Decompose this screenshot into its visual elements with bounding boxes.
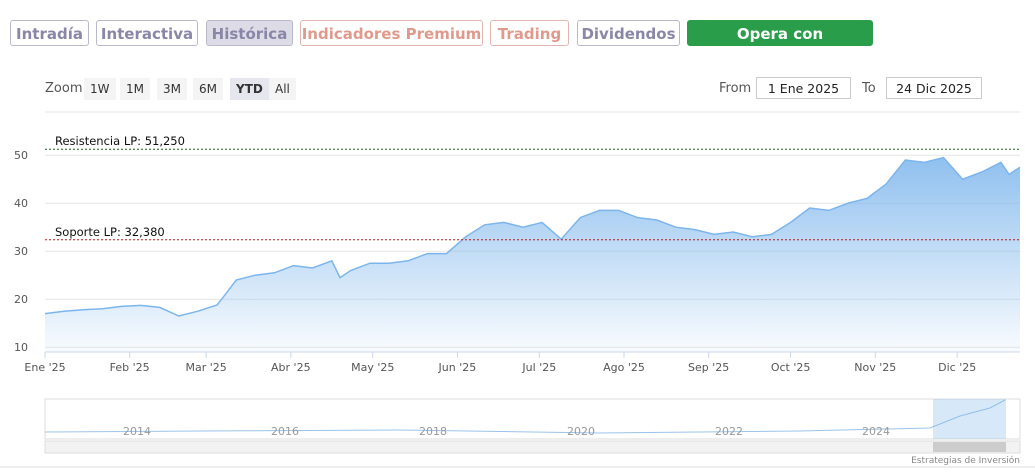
cta-button[interactable]: Opera con Freedom24 bbox=[687, 20, 873, 69]
x-tick-label: Mar '25 bbox=[185, 361, 226, 374]
tab[interactable]: Trading bbox=[490, 20, 569, 46]
x-tick-label: Nov '25 bbox=[854, 361, 896, 374]
y-tick-label: 40 bbox=[14, 197, 28, 210]
navigator-label: 2016 bbox=[271, 425, 299, 438]
navigator-label: 2014 bbox=[123, 425, 151, 438]
annotation-label: Soporte LP: 32,380 bbox=[55, 225, 165, 239]
from-label: From bbox=[719, 81, 752, 96]
navigator bbox=[44, 398, 1021, 440]
to-label: To bbox=[862, 81, 876, 96]
x-tick-label: Jun '25 bbox=[438, 361, 477, 374]
navigator-label: 2020 bbox=[567, 425, 595, 438]
x-tick-label: Ago '25 bbox=[603, 361, 645, 374]
tab[interactable]: Indicadores Premium bbox=[300, 20, 483, 46]
to-input[interactable]: 24 Dic 2025 bbox=[886, 77, 982, 99]
navigator-window[interactable] bbox=[933, 399, 1006, 439]
zoom-button[interactable]: All bbox=[269, 78, 296, 100]
navigator-line bbox=[44, 399, 1006, 434]
y-tick-label: 50 bbox=[14, 149, 28, 162]
zoom-button[interactable]: YTD bbox=[230, 78, 269, 100]
x-tick-label: Abr '25 bbox=[271, 361, 311, 374]
y-tick-label: 30 bbox=[14, 245, 28, 258]
x-tick-label: Ene '25 bbox=[24, 361, 65, 374]
area bbox=[45, 157, 1020, 352]
footer: Estrategias de Inversión bbox=[911, 455, 1020, 466]
x-tick-label: Feb '25 bbox=[110, 361, 150, 374]
zoom-button[interactable]: 3M bbox=[157, 78, 187, 100]
x-tick-label: Sep '25 bbox=[688, 361, 729, 374]
x-tick-label: May '25 bbox=[351, 361, 394, 374]
navigator-label: 2018 bbox=[419, 425, 447, 438]
tab[interactable]: Histórica bbox=[206, 20, 293, 46]
zoom-button[interactable]: 6M bbox=[193, 78, 223, 100]
tab[interactable]: Intradía bbox=[10, 20, 89, 46]
y-tick-label: 20 bbox=[14, 293, 28, 306]
tab[interactable]: Interactiva bbox=[96, 20, 198, 46]
line bbox=[44, 156, 1021, 317]
zoom-button[interactable]: 1W bbox=[84, 78, 116, 100]
x-tick-label: Dic '25 bbox=[938, 361, 976, 374]
navigator-label: 2022 bbox=[715, 425, 743, 438]
from-input[interactable]: 1 Ene 2025 bbox=[756, 77, 851, 99]
scrollbar-thumb[interactable] bbox=[933, 442, 1006, 452]
tab[interactable]: Dividendos bbox=[577, 20, 680, 46]
zoom-label: Zoom bbox=[45, 81, 83, 96]
scrollbar[interactable] bbox=[44, 440, 1021, 454]
navigator-label: 2024 bbox=[862, 425, 890, 438]
x-tick-label: Jul '25 bbox=[521, 361, 556, 374]
annotation-label: Resistencia LP: 51,250 bbox=[55, 134, 185, 148]
y-tick-label: 10 bbox=[14, 341, 28, 354]
zoom-button[interactable]: 1M bbox=[120, 78, 150, 100]
x-tick-label: Oct '25 bbox=[771, 361, 811, 374]
